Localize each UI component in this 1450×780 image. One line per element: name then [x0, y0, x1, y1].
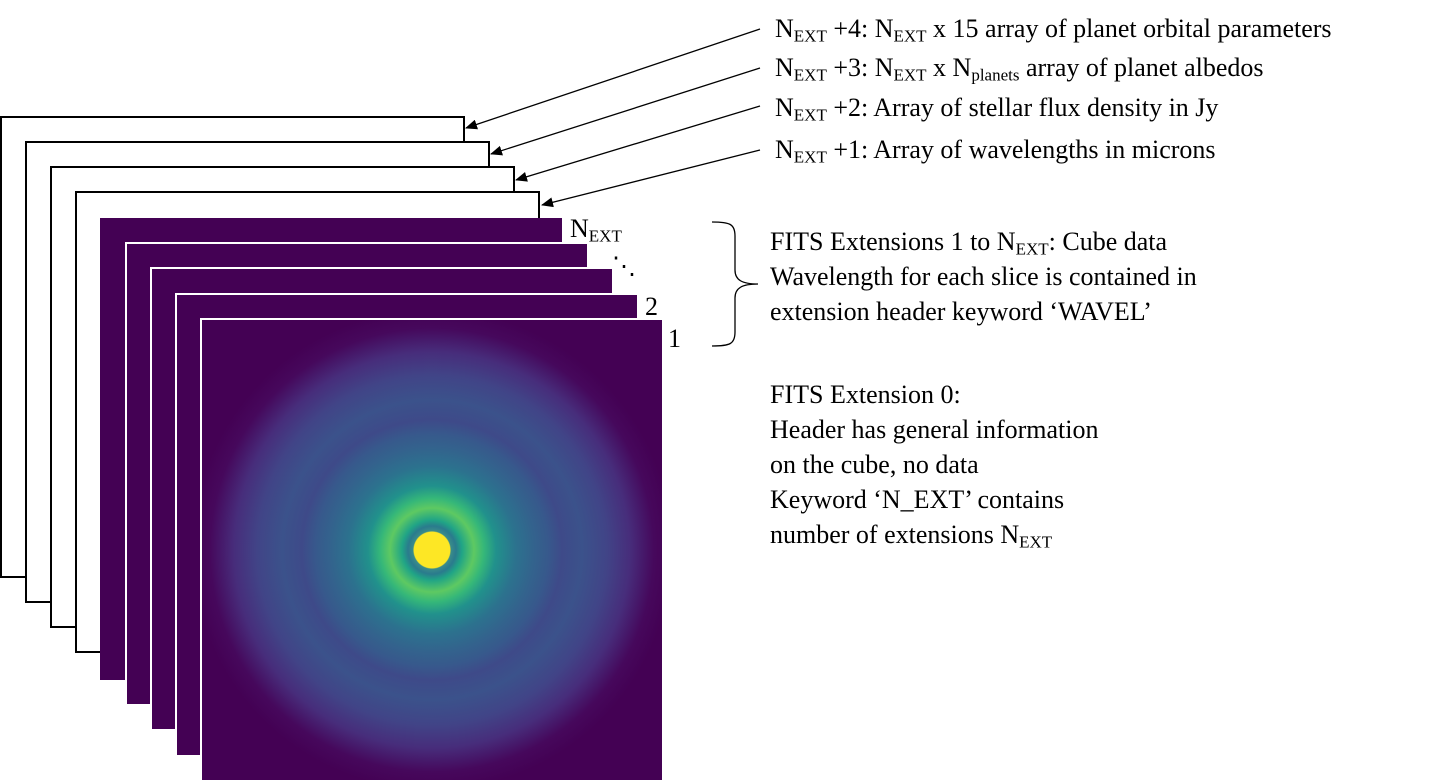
arrow-ext4: [465, 28, 761, 130]
arrow-ext2: [515, 105, 761, 182]
label-ext2: NEXT +2: Array of stellar flux density i…: [775, 93, 1219, 125]
ext0-line4: Keyword ‘N_EXT’ contains: [770, 485, 1065, 514]
fits-cube-stack: [0, 0, 720, 780]
label-ext4: NEXT +4: NEXT x 15 array of planet orbit…: [775, 14, 1332, 46]
ext0-line3: on the cube, no data: [770, 450, 979, 479]
ext0-line5: number of extensions NEXT: [770, 520, 1053, 552]
cube-description-line2: Wavelength for each slice is contained i…: [770, 262, 1197, 291]
arrow-ext3: [490, 67, 761, 156]
ext0-description: FITS Extension 0: Header has general inf…: [770, 377, 1098, 552]
cube-description-line1: FITS Extensions 1 to NEXT: Cube data: [770, 227, 1168, 259]
label-ext3: NEXT +3: NEXT x Nplanets array of planet…: [775, 53, 1264, 85]
label-ext1: NEXT +1: Array of wavelengths in microns: [775, 135, 1216, 167]
cube-slice-1-image: [200, 318, 662, 780]
cube-extensions-brace: [711, 221, 759, 347]
ext0-line1: FITS Extension 0:: [770, 380, 961, 409]
arrow-ext1: [541, 149, 761, 208]
slice-label-dots: ⋱: [612, 254, 636, 280]
ext0-line2: Header has general information: [770, 415, 1099, 444]
slice-label-next: NEXT: [570, 214, 622, 246]
cube-description-line3: extension header keyword ‘WAVEL’: [770, 297, 1152, 326]
slice-label-1: 1: [668, 324, 681, 353]
disk-image: [202, 320, 662, 780]
cube-description: FITS Extensions 1 to NEXT: Cube data Wav…: [770, 224, 1197, 329]
slice-label-2: 2: [645, 292, 658, 321]
